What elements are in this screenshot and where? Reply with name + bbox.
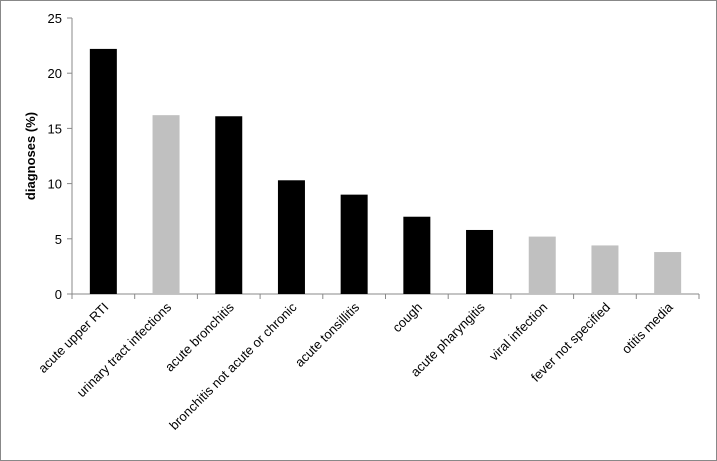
bar	[215, 116, 243, 294]
bar	[277, 180, 305, 294]
bar	[591, 245, 619, 294]
bar	[654, 252, 682, 294]
bar	[403, 216, 431, 294]
y-tick-label: 25	[48, 11, 62, 26]
bar	[152, 115, 180, 294]
bar	[466, 229, 494, 294]
y-tick-label: 5	[55, 232, 62, 247]
bar	[89, 48, 117, 294]
y-axis-label: diagnoses (%)	[23, 112, 38, 200]
y-tick-label: 10	[48, 177, 62, 192]
y-tick-label: 15	[48, 121, 62, 136]
bar	[528, 236, 556, 294]
bar	[340, 194, 368, 294]
y-tick-label: 0	[55, 287, 62, 302]
y-tick-label: 20	[48, 66, 62, 81]
